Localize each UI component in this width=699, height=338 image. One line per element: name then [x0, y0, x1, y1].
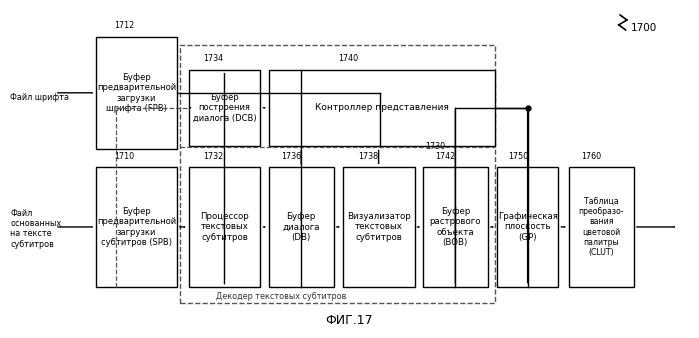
Text: 1738: 1738	[358, 152, 378, 161]
Text: 1732: 1732	[203, 152, 224, 161]
Bar	[96, 167, 177, 287]
Text: Буфер
диалога
(DB): Буфер диалога (DB)	[282, 212, 320, 242]
Bar	[268, 167, 333, 287]
Text: Буфер
предварительной
загрузки
шрифта (FPB): Буфер предварительной загрузки шрифта (F…	[97, 73, 176, 113]
Bar	[189, 167, 261, 287]
Text: Контроллер представления: Контроллер представления	[315, 103, 449, 112]
Text: Буфер
предварительной
загрузки
субтитров (SPB): Буфер предварительной загрузки субтитров…	[97, 207, 176, 247]
Text: 1712: 1712	[114, 21, 134, 30]
Bar	[343, 167, 415, 287]
Text: 1730: 1730	[425, 142, 445, 151]
Bar	[569, 167, 634, 287]
Text: Процессор
текстовых
субтитров: Процессор текстовых субтитров	[200, 212, 249, 242]
Bar	[189, 70, 261, 146]
Text: Буфер
растрового
объекта
(BOB): Буфер растрового объекта (BOB)	[430, 207, 481, 247]
Text: Визуализатор
текстовых
субтитров: Визуализатор текстовых субтитров	[347, 212, 410, 242]
Text: 1736: 1736	[282, 152, 301, 161]
Text: 1750: 1750	[508, 152, 528, 161]
Text: Декодер текстовых субтитров: Декодер текстовых субтитров	[216, 292, 346, 301]
Bar	[180, 45, 496, 303]
Text: 1760: 1760	[582, 152, 602, 161]
Text: Таблица
преобразо-
вания
цветовой
палитры
(CLUT): Таблица преобразо- вания цветовой палитр…	[579, 196, 624, 258]
Text: 1734: 1734	[203, 54, 224, 63]
Text: ФИГ.17: ФИГ.17	[326, 314, 373, 327]
Text: 1710: 1710	[114, 152, 134, 161]
Bar	[423, 167, 488, 287]
Text: 1700: 1700	[630, 23, 656, 33]
Bar	[268, 70, 495, 146]
Bar	[96, 37, 177, 149]
Text: Файл шрифта: Файл шрифта	[10, 93, 69, 102]
Text: Буфер
построения
диалога (DCB): Буфер построения диалога (DCB)	[193, 93, 257, 123]
Bar	[497, 167, 559, 287]
Text: 1742: 1742	[435, 152, 456, 161]
Text: Файл
основанных
на тексте
субтитров: Файл основанных на тексте субтитров	[10, 209, 62, 249]
Text: Графическая
плоскость
(GP): Графическая плоскость (GP)	[498, 212, 558, 242]
Text: 1740: 1740	[338, 54, 358, 63]
